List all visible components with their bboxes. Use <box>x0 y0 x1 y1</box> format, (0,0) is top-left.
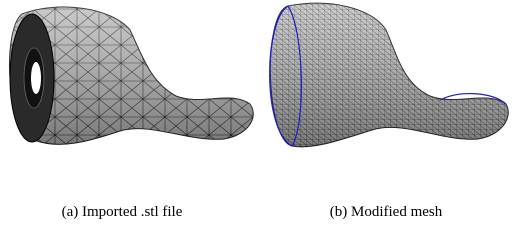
mesh-image-b <box>270 3 509 147</box>
page: (a) Imported .stl file (b) Modified mesh… <box>0 0 518 240</box>
caption: (a) Imported .stl file <box>62 204 183 220</box>
mesh-image-a <box>10 7 254 144</box>
figure: (a) Imported .stl file (b) Modified mesh <box>0 0 518 240</box>
caption: (b) Modified mesh <box>330 204 443 220</box>
